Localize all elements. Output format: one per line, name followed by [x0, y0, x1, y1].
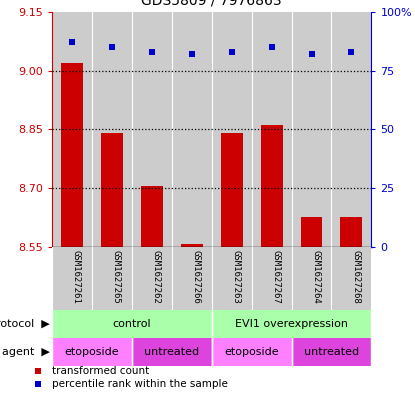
- Text: GSM1627268: GSM1627268: [352, 250, 361, 304]
- Bar: [221, 133, 243, 247]
- Text: GSM1627262: GSM1627262: [152, 250, 161, 304]
- Text: percentile rank within the sample: percentile rank within the sample: [51, 379, 227, 389]
- Bar: [52, 310, 212, 338]
- Text: GSM1627264: GSM1627264: [312, 250, 320, 304]
- Text: GSM1627266: GSM1627266: [192, 250, 201, 304]
- Text: etoposide: etoposide: [224, 347, 279, 357]
- Bar: [340, 217, 362, 247]
- Bar: [300, 217, 322, 247]
- Bar: [291, 247, 332, 310]
- Bar: [141, 186, 163, 247]
- Bar: [132, 338, 212, 366]
- Bar: [92, 247, 132, 310]
- Bar: [132, 12, 172, 247]
- Bar: [181, 244, 203, 247]
- Bar: [212, 247, 251, 310]
- Bar: [52, 338, 132, 366]
- Bar: [52, 247, 92, 310]
- Text: untreated: untreated: [144, 347, 199, 357]
- Bar: [101, 133, 123, 247]
- Text: GSM1627263: GSM1627263: [232, 250, 241, 304]
- Bar: [212, 310, 371, 338]
- Text: etoposide: etoposide: [64, 347, 119, 357]
- Bar: [332, 12, 371, 247]
- Text: GSM1627267: GSM1627267: [271, 250, 281, 304]
- Bar: [332, 247, 371, 310]
- Text: control: control: [112, 319, 151, 329]
- Text: agent  ▶: agent ▶: [2, 347, 50, 357]
- Bar: [251, 12, 292, 247]
- Bar: [212, 12, 251, 247]
- Text: transformed count: transformed count: [51, 366, 149, 376]
- Bar: [172, 12, 212, 247]
- Title: GDS5809 / 7976863: GDS5809 / 7976863: [142, 0, 282, 8]
- Bar: [52, 12, 92, 247]
- Bar: [92, 12, 132, 247]
- Bar: [251, 247, 292, 310]
- Bar: [61, 63, 83, 247]
- Text: protocol  ▶: protocol ▶: [0, 319, 50, 329]
- Text: EVI1 overexpression: EVI1 overexpression: [235, 319, 348, 329]
- Text: untreated: untreated: [304, 347, 359, 357]
- Text: GSM1627265: GSM1627265: [112, 250, 121, 304]
- Bar: [291, 338, 371, 366]
- Bar: [132, 247, 172, 310]
- Bar: [292, 12, 332, 247]
- Bar: [261, 125, 283, 247]
- Bar: [212, 338, 291, 366]
- Bar: [172, 247, 212, 310]
- Text: GSM1627261: GSM1627261: [72, 250, 81, 304]
